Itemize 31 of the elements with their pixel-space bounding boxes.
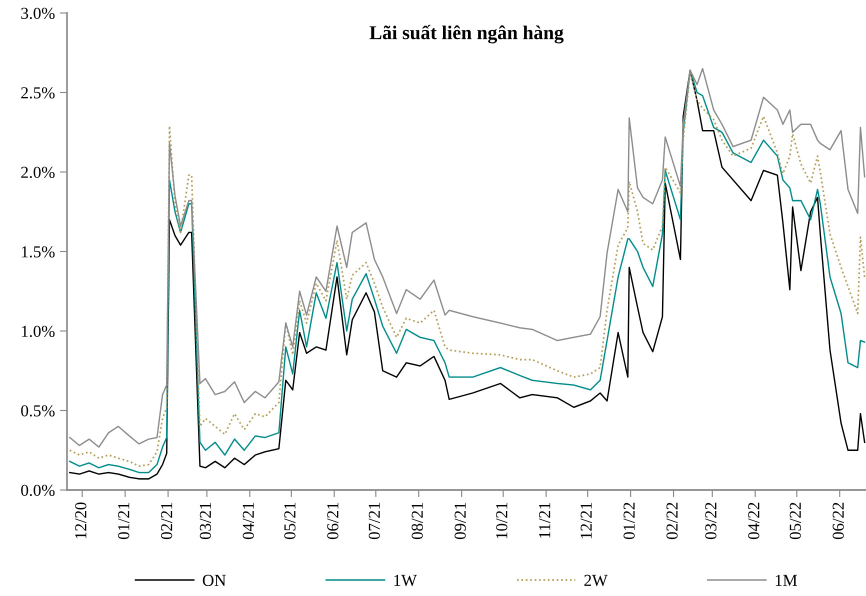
y-tick-label: 0.5% <box>21 405 55 417</box>
x-tick-label: 06/21 <box>327 502 338 540</box>
x-tick-label: 04/21 <box>242 502 254 540</box>
x-tick-label: 12/21 <box>580 502 592 538</box>
x-tick-label: 11/21 <box>539 502 550 538</box>
x-tick-label: 04/22 <box>748 502 760 540</box>
x-tick-label: 03/21 <box>200 502 212 540</box>
legend-label: ON <box>202 574 226 586</box>
y-tick-label: 1.5% <box>22 246 55 258</box>
x-tick-label: 05/21 <box>284 502 296 540</box>
x-tick-label: 05/22 <box>790 502 801 540</box>
legend-label: 1W <box>394 574 417 586</box>
y-tick-label: 2.5% <box>21 87 55 99</box>
x-tick-label: 01/21 <box>118 502 130 540</box>
x-tick-label: 01/22 <box>624 502 635 540</box>
legend-label: 2W <box>584 574 608 586</box>
x-tick-label: 02/21 <box>161 502 172 540</box>
x-tick-label: 10/21 <box>496 502 508 538</box>
x-tick-label: 09/21 <box>454 502 466 540</box>
y-tick-label: 2.0% <box>21 166 55 178</box>
x-tick-label: 08/21 <box>412 502 423 540</box>
x-tick-label: 07/21 <box>368 502 380 540</box>
y-tick-label: 1.0% <box>22 326 55 338</box>
text: Lãi suất liên ngân hàng <box>370 24 564 44</box>
x-tick-label: 03/22 <box>705 502 716 540</box>
y-tick-label: 0.0% <box>21 484 55 496</box>
x-tick-label: 02/22 <box>666 502 678 540</box>
legend-label: 1M <box>776 574 798 586</box>
y-tick-label: 3.0% <box>21 8 55 20</box>
x-tick-label: 06/22 <box>832 502 844 540</box>
x-tick-label: 12/20 <box>75 502 86 538</box>
